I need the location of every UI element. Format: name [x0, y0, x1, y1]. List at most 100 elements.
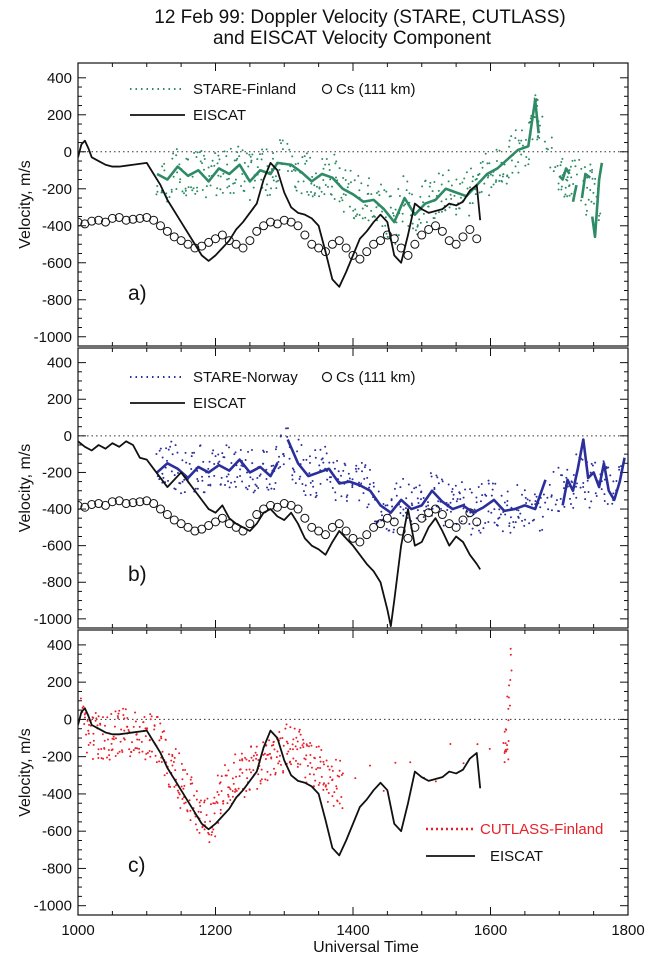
scatter-point [226, 163, 229, 166]
scatter-point [198, 151, 201, 154]
scatter-point [196, 151, 199, 154]
cs-marker [431, 221, 440, 231]
scatter-point [434, 212, 437, 215]
scatter-point [158, 739, 161, 742]
scatter-point [188, 799, 191, 802]
scatter-point [528, 158, 531, 161]
scatter-point [368, 468, 371, 471]
scatter-point [506, 175, 509, 178]
scatter-point [111, 748, 114, 751]
scatter-point [266, 779, 269, 782]
scatter-point [298, 478, 301, 481]
scatter-point [447, 180, 450, 183]
y-tick-label: -200 [42, 181, 72, 198]
scatter-point [547, 508, 550, 511]
scatter-point [79, 697, 82, 700]
cs-marker [314, 243, 324, 253]
scatter-point [210, 833, 213, 836]
scatter-point [328, 461, 331, 464]
scatter-point [589, 169, 592, 172]
scatter-point [611, 502, 614, 505]
scatter-point [245, 768, 248, 771]
scatter-point [250, 448, 253, 451]
cs-marker [245, 236, 255, 246]
scatter-point [584, 203, 587, 206]
scatter-point [445, 198, 448, 201]
scatter-point [449, 510, 452, 513]
scatter-point [346, 494, 349, 497]
scatter-point [573, 159, 576, 162]
scatter-point [216, 801, 219, 804]
scatter-point [190, 186, 193, 189]
scatter-point [220, 775, 223, 778]
scatter-point [291, 743, 294, 746]
scatter-point [357, 174, 360, 177]
scatter-point [278, 760, 281, 763]
scatter-point [560, 188, 563, 191]
scatter-point [250, 745, 253, 748]
scatter-point [504, 513, 507, 516]
scatter-point [245, 758, 248, 761]
scatter-point [273, 488, 276, 491]
scatter-point [248, 153, 251, 156]
cs-marker [465, 224, 475, 234]
scatter-point [159, 722, 162, 725]
scatter-point [364, 464, 367, 467]
scatter-point [324, 163, 327, 166]
scatter-point [569, 502, 572, 505]
scatter-point [340, 495, 343, 498]
scatter-point [233, 159, 236, 162]
scatter-point [302, 738, 305, 741]
scatter-point [304, 494, 307, 497]
scatter-point [183, 784, 186, 787]
scatter-point [170, 190, 173, 193]
scatter-point [505, 750, 508, 753]
scatter-point [550, 146, 553, 149]
scatter-point [528, 522, 531, 525]
scatter-point [437, 500, 440, 503]
scatter-point [431, 507, 434, 510]
scatter-point [314, 456, 317, 459]
cs-marker [396, 526, 406, 536]
scatter-point [449, 501, 452, 504]
scatter-point [234, 451, 237, 454]
scatter-point [366, 184, 369, 187]
scatter-point [416, 224, 419, 227]
scatter-point [491, 488, 494, 491]
scatter-point [191, 189, 194, 192]
scatter-point [470, 491, 473, 494]
y-tick-label: -800 [42, 860, 72, 877]
cs-marker [341, 526, 351, 536]
scatter-point [89, 741, 92, 744]
panel-2: -1000 -800 -600 -400 -200 0 200 400 Velocity, m/… [17, 347, 629, 629]
scatter-point [326, 765, 329, 768]
scatter-point [234, 485, 237, 488]
scatter-point [453, 194, 456, 197]
scatter-point [411, 504, 414, 507]
scatter-point [135, 733, 138, 736]
scatter-point [322, 760, 325, 763]
scatter-point [447, 483, 450, 486]
scatter-point [560, 185, 563, 188]
scatter-point [508, 524, 511, 527]
scatter-point [327, 782, 330, 785]
scatter-point [459, 182, 462, 185]
scatter-point [148, 750, 151, 753]
scatter-point [372, 485, 375, 488]
scatter-point [339, 474, 342, 477]
legend-label: EISCAT [193, 395, 246, 412]
scatter-point [314, 172, 317, 175]
scatter-point [328, 169, 331, 172]
scatter-point [552, 170, 555, 173]
scatter-point [232, 192, 235, 195]
scatter-point [461, 181, 464, 184]
scatter-point [378, 194, 381, 197]
scatter-point [308, 472, 311, 475]
scatter-point [287, 750, 290, 753]
x-tick-label: 1800 [611, 922, 644, 939]
scatter-point [499, 513, 502, 516]
scatter-point [285, 740, 288, 743]
scatter-point [181, 778, 184, 781]
x-tick-label: 1400 [336, 922, 369, 939]
scatter-point [351, 484, 354, 487]
